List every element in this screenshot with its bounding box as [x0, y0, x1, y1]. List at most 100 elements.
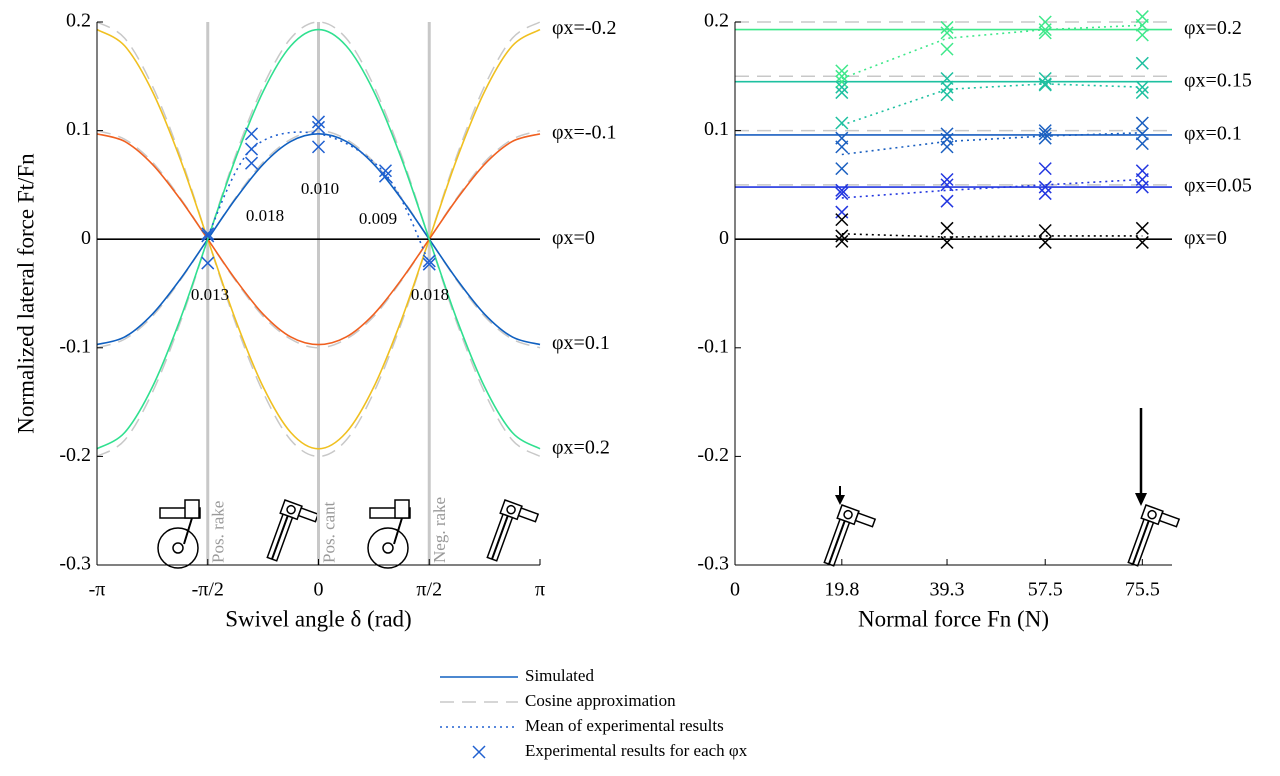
- experimental-point: [940, 42, 954, 56]
- caster-cant-icon: [1127, 504, 1181, 567]
- dotted-line: [841, 232, 1143, 238]
- experimental-point: [940, 140, 954, 154]
- experimental-point: [835, 69, 849, 83]
- experimental-point: [1135, 116, 1149, 130]
- reference-label: Neg. rake: [430, 497, 449, 563]
- cross-stroke: [1135, 86, 1149, 100]
- y-tick-label: 0.1: [704, 118, 729, 140]
- cross-stroke: [1038, 71, 1052, 86]
- x-tick-label: 39.3: [930, 579, 965, 601]
- cross-stroke: [311, 115, 326, 129]
- cross-stroke: [1038, 127, 1052, 141]
- cross-stroke: [835, 187, 849, 201]
- annotation: 0.013: [191, 285, 229, 304]
- experimental-point: [835, 80, 849, 94]
- experimental-point: [1135, 127, 1149, 141]
- solid-line: [96, 28, 541, 450]
- cross-stroke: [940, 172, 954, 187]
- series-label: φx=0.05: [1184, 175, 1252, 197]
- dotted-line: [841, 24, 1143, 80]
- experimental-point: [244, 142, 259, 156]
- y-tick-label: 0: [81, 227, 91, 249]
- series-label: φx=0.15: [1184, 69, 1252, 91]
- series-label: φx=0.1: [552, 332, 610, 354]
- series-label: φx=0: [1184, 227, 1227, 249]
- cross-stroke: [835, 162, 849, 176]
- cross-stroke: [940, 26, 954, 40]
- cross-stroke: [1135, 56, 1149, 70]
- x-tick-label: π: [535, 579, 545, 601]
- experimental-point: [835, 116, 849, 130]
- experimental-point: [244, 156, 259, 170]
- cross-stroke: [835, 234, 849, 248]
- experimental-point: [311, 140, 326, 154]
- cross-stroke: [422, 257, 436, 271]
- experimental-point: [1135, 28, 1149, 42]
- experimental-point: [422, 257, 436, 271]
- legend-marker: [472, 745, 486, 759]
- x-tick-label: π/2: [416, 579, 442, 601]
- experimental-point: [1135, 56, 1149, 70]
- cross-stroke: [1135, 127, 1149, 141]
- series-label: φx=0.2: [552, 436, 610, 458]
- experimental-point: [1038, 71, 1052, 86]
- cross-stroke: [1038, 187, 1052, 201]
- cross-stroke: [835, 69, 849, 83]
- caster-cant-icon: [486, 499, 540, 562]
- experimental-point: [1038, 77, 1052, 91]
- experimental-point: [1038, 162, 1052, 176]
- y-tick-label: -0.2: [697, 444, 729, 466]
- experimental-point: [201, 227, 215, 241]
- experimental-point: [940, 221, 954, 235]
- cross-stroke: [835, 86, 849, 100]
- experimental-point: [835, 75, 849, 89]
- cross-stroke: [940, 221, 954, 235]
- cross-stroke: [835, 183, 849, 197]
- annotation: 0.018: [411, 285, 449, 304]
- cross-stroke: [422, 254, 436, 268]
- cross-stroke: [835, 140, 849, 154]
- legend-label: Mean of experimental results: [525, 716, 724, 735]
- caster-rake-icon: [157, 499, 201, 569]
- caster-icons: [157, 408, 1181, 569]
- experimental-point: [311, 115, 326, 129]
- experimental-point: [940, 194, 954, 208]
- force-arrow: [835, 408, 1147, 506]
- cross-stroke: [940, 20, 954, 34]
- cross-stroke: [201, 229, 215, 243]
- cross-stroke: [1038, 223, 1052, 238]
- cross-stroke: [1135, 28, 1149, 42]
- series-label: φx=-0.1: [552, 121, 616, 143]
- x-tick-label: -π: [89, 579, 106, 601]
- experimental-point: [1038, 23, 1052, 37]
- experimental-point: [244, 127, 259, 141]
- experimental-point: [378, 169, 393, 183]
- cross-stroke: [940, 140, 954, 154]
- cross-stroke: [311, 140, 326, 154]
- y-tick-label: -0.3: [697, 553, 729, 575]
- legend-label: Cosine approximation: [525, 691, 676, 710]
- cross-stroke: [940, 194, 954, 208]
- cross-stroke: [1038, 235, 1052, 249]
- y-axis-label: Normalized lateral force Ft/Fn: [13, 153, 38, 434]
- experimental-point: [940, 26, 954, 40]
- experimental-point: [1038, 26, 1052, 40]
- reference-label: Pos. cant: [319, 501, 338, 563]
- dotted-line: [207, 131, 430, 264]
- y-tick-label: -0.1: [697, 335, 729, 357]
- annotation: 0.009: [359, 209, 397, 228]
- cross-stroke: [1038, 180, 1052, 194]
- cross-stroke: [940, 178, 954, 192]
- cross-stroke: [1038, 131, 1052, 145]
- cross-stroke: [835, 64, 849, 78]
- series-label: φx=0.2: [1184, 17, 1242, 39]
- caster-cant-icon: [823, 504, 877, 567]
- cross-stroke: [1038, 162, 1052, 176]
- y-tick-label: -0.2: [59, 444, 91, 466]
- experimental-point: [1135, 235, 1149, 249]
- experimental-point: [1135, 137, 1149, 151]
- experimental-point: [940, 88, 954, 102]
- cross-stroke: [835, 213, 849, 227]
- cross-stroke: [1135, 180, 1149, 194]
